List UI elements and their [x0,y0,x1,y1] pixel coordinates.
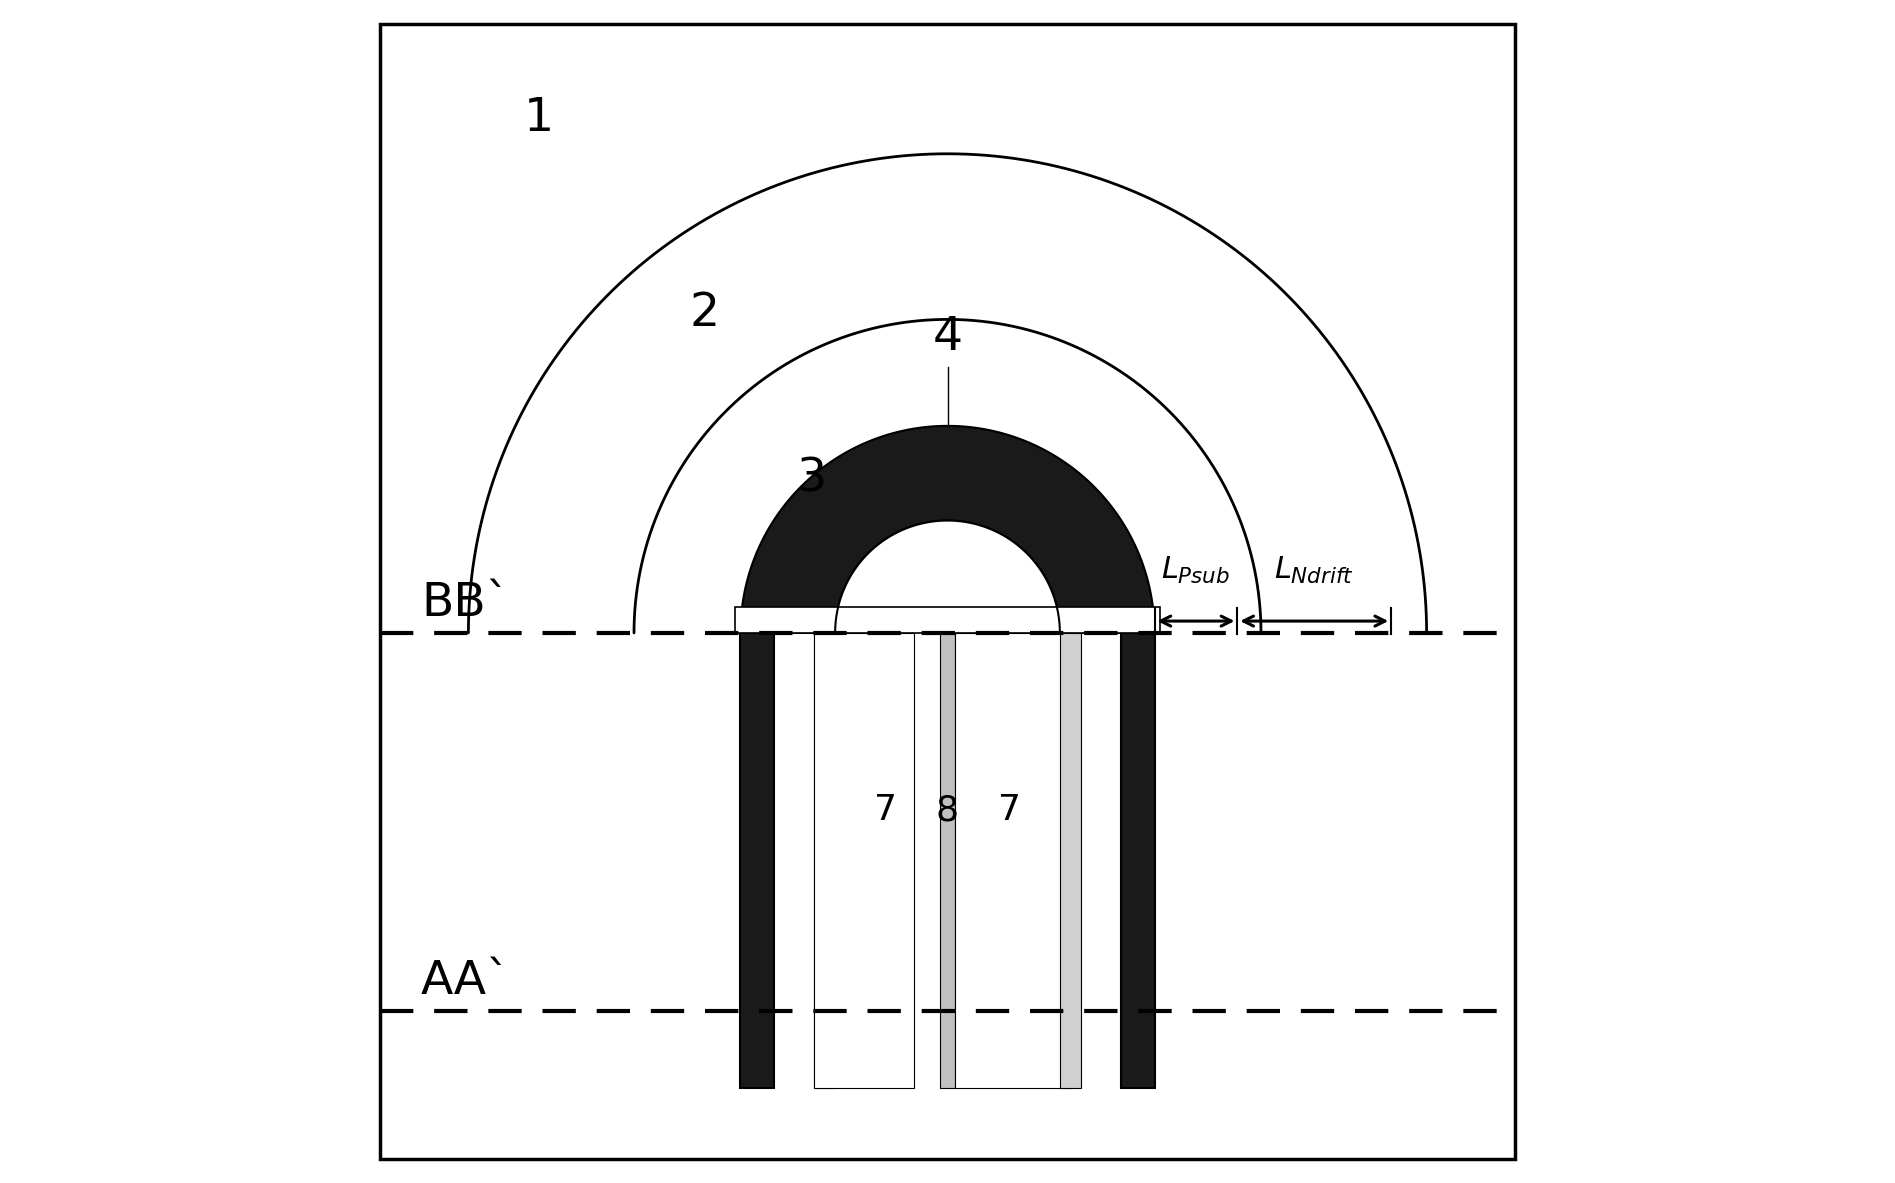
Bar [813,633,913,1088]
Bar [735,607,1160,633]
Bar [940,633,955,1088]
Bar [741,633,773,1088]
Bar [1122,633,1154,1088]
Bar [813,633,836,1088]
Text: $L_{Psub}$: $L_{Psub}$ [1162,555,1230,586]
Bar [955,633,1073,1088]
Text: 4: 4 [932,315,963,360]
Text: 2: 2 [690,291,720,336]
Text: 8: 8 [936,794,959,827]
Polygon shape [741,426,1154,633]
Text: 7: 7 [999,794,1021,827]
Text: 7: 7 [874,794,896,827]
Polygon shape [836,521,1059,633]
Text: BB`: BB` [421,581,510,626]
Text: AA`: AA` [421,959,512,1004]
Text: 3: 3 [796,457,826,502]
Text: $L_{Ndrift}$: $L_{Ndrift}$ [1273,555,1355,586]
Text: 1: 1 [525,96,555,141]
Bar [1059,633,1082,1088]
